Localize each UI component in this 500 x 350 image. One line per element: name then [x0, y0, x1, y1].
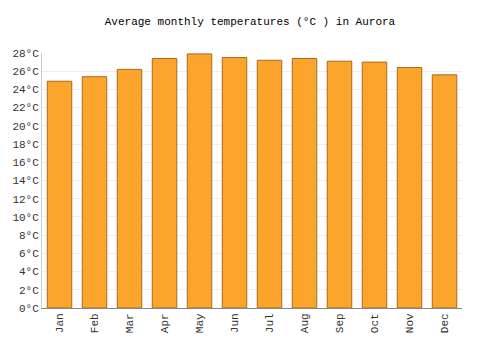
svg-text:Feb: Feb: [89, 313, 101, 333]
svg-text:18°C: 18°C: [12, 139, 39, 151]
svg-text:Jan: Jan: [54, 313, 66, 333]
svg-text:Nov: Nov: [404, 313, 416, 333]
svg-text:4°C: 4°C: [19, 266, 39, 278]
svg-text:22°C: 22°C: [12, 102, 39, 114]
svg-text:8°C: 8°C: [19, 230, 39, 242]
svg-text:16°C: 16°C: [12, 157, 39, 169]
svg-text:12°C: 12°C: [12, 194, 39, 206]
svg-text:Aug: Aug: [299, 313, 311, 333]
svg-text:Sep: Sep: [334, 313, 346, 333]
svg-text:Jul: Jul: [264, 313, 276, 333]
svg-text:Average monthly temperatures (: Average monthly temperatures (°C ) in Au…: [105, 16, 396, 28]
svg-text:24°C: 24°C: [12, 84, 39, 96]
svg-text:Apr: Apr: [159, 313, 171, 333]
svg-text:6°C: 6°C: [19, 248, 39, 260]
svg-text:Jun: Jun: [229, 313, 241, 333]
svg-text:Oct: Oct: [369, 313, 381, 333]
svg-text:28°C: 28°C: [12, 48, 39, 60]
svg-text:14°C: 14°C: [12, 175, 39, 187]
svg-text:May: May: [194, 313, 206, 333]
svg-text:20°C: 20°C: [12, 121, 39, 133]
svg-text:Dec: Dec: [439, 313, 451, 333]
svg-text:0°C: 0°C: [19, 303, 39, 315]
svg-text:2°C: 2°C: [19, 285, 39, 297]
svg-text:10°C: 10°C: [12, 212, 39, 224]
svg-text:26°C: 26°C: [12, 66, 39, 78]
svg-text:Mar: Mar: [124, 313, 136, 333]
